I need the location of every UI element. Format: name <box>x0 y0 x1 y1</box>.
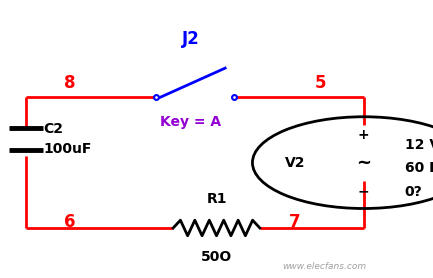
Text: 50O: 50O <box>201 250 232 264</box>
Text: +: + <box>358 128 369 142</box>
Text: V2: V2 <box>285 156 305 170</box>
Text: 0?: 0? <box>405 185 423 199</box>
Text: C2: C2 <box>43 122 63 136</box>
Text: 100uF: 100uF <box>43 142 92 156</box>
Text: 5: 5 <box>315 75 326 92</box>
Text: −: − <box>358 184 369 198</box>
Text: J2: J2 <box>182 30 199 48</box>
Text: R1: R1 <box>206 192 227 206</box>
Text: 12 Vrms: 12 Vrms <box>405 138 433 152</box>
Text: 60 Hz: 60 Hz <box>405 161 433 175</box>
Text: Key = A: Key = A <box>160 115 221 129</box>
Text: 7: 7 <box>289 214 300 231</box>
Text: www.elecfans.com: www.elecfans.com <box>283 262 367 271</box>
Text: 6: 6 <box>64 214 75 231</box>
Text: ~: ~ <box>356 154 371 172</box>
Text: 8: 8 <box>64 75 75 92</box>
